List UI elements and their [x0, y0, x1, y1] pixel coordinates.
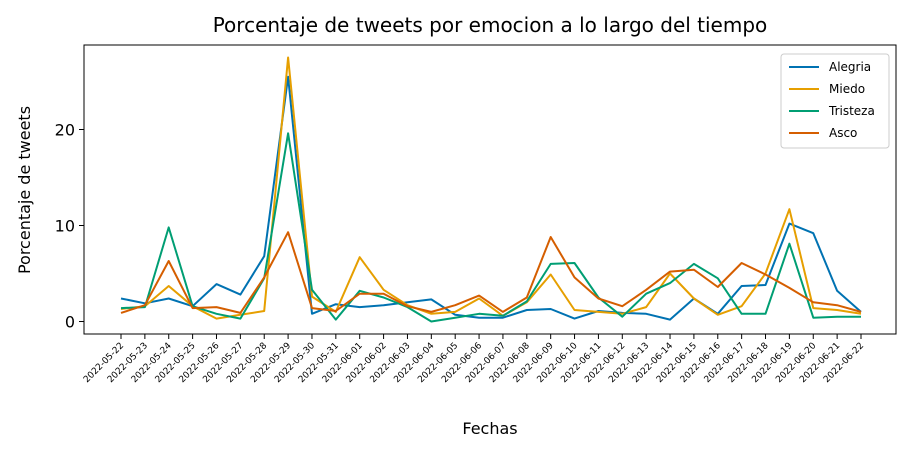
y-tick-label: 10	[55, 217, 75, 236]
y-axis-label: Porcentaje de tweets	[15, 106, 34, 274]
x-axis-ticks: 2022-05-222022-05-232022-05-242022-05-25…	[82, 334, 866, 385]
chart-title: Porcentaje de tweets por emocion a lo la…	[213, 13, 768, 37]
series-line-alegria	[120, 75, 862, 321]
legend-label-miedo: Miedo	[829, 82, 865, 96]
legend-label-alegria: Alegria	[829, 60, 871, 74]
legend-label-tristeza: Tristeza	[828, 104, 875, 118]
legend-label-asco: Asco	[829, 126, 857, 140]
plot-lines	[120, 56, 862, 323]
x-axis-label: Fechas	[462, 419, 517, 438]
legend: Alegria Miedo Tristeza Asco	[780, 53, 890, 149]
series-line-miedo	[120, 56, 862, 320]
series-line-tristeza	[120, 132, 861, 323]
y-tick-label: 20	[55, 120, 75, 139]
y-axis-ticks: 0 10 20	[55, 120, 84, 332]
plot-frame	[83, 44, 897, 335]
series-line-asco	[120, 231, 862, 314]
y-tick-label: 0	[65, 313, 75, 332]
legend-box	[780, 53, 890, 149]
